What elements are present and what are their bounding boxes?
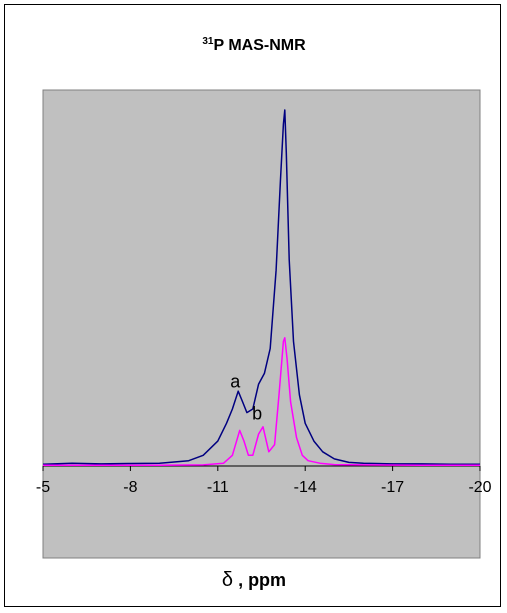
title-superscript: 31	[202, 36, 214, 47]
x-axis-ticks: -5 -8 -11 -14 -17 -20	[36, 466, 492, 496]
title-main: P MAS-NMR	[213, 37, 306, 54]
series-line-1	[42, 109, 480, 465]
x-axis-label-text: , ppm	[233, 570, 286, 590]
x-tick-label: -8	[123, 479, 137, 496]
x-tick-label: -14	[294, 479, 317, 496]
x-axis-label: δ , ppm	[222, 569, 286, 591]
chart-title: 31P MAS-NMR	[202, 36, 306, 54]
x-tick-label: -5	[36, 479, 50, 496]
x-tick-label: -11	[207, 479, 229, 496]
series-line-2	[43, 337, 480, 467]
annotation-label-a: a	[230, 372, 241, 392]
x-tick-label: -17	[381, 479, 404, 496]
x-axis-label-symbol: δ	[222, 569, 233, 591]
plot-area	[42, 89, 481, 559]
annotations: ab	[230, 372, 262, 424]
annotation-label-b: b	[252, 404, 262, 424]
x-tick-label: -20	[468, 479, 491, 496]
series-group	[42, 109, 480, 467]
